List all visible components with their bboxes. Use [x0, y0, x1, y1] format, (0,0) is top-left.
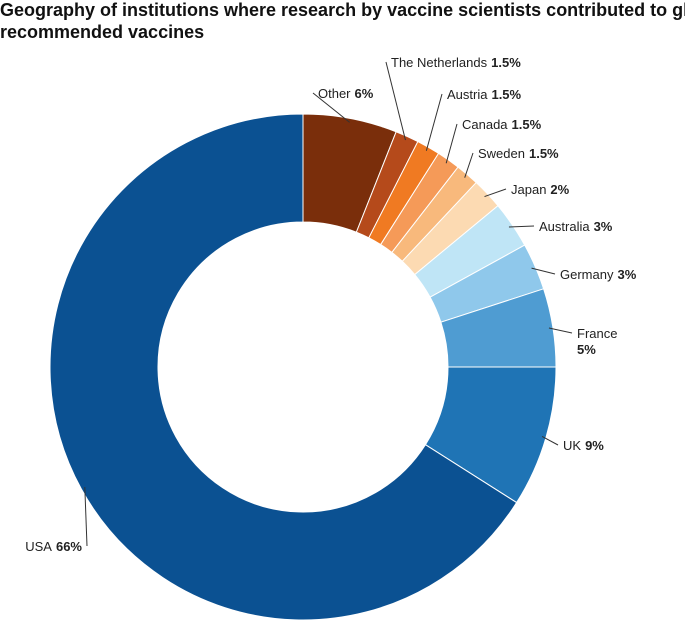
value-label: 2%: [550, 182, 569, 197]
leader-line: [464, 152, 474, 178]
data-label: Australia 3%: [539, 219, 613, 234]
data-label: Other 6%: [318, 86, 374, 101]
leader-line: [484, 188, 507, 198]
category-label: Australia: [539, 219, 590, 234]
value-label: 6%: [355, 86, 374, 101]
data-label: The Netherlands 1.5%: [391, 55, 521, 70]
leader-line: [445, 123, 458, 164]
category-label: Austria: [447, 87, 488, 102]
value-label: 1.5%: [491, 87, 521, 102]
value-label: 66%: [56, 539, 82, 554]
value-label: 1.5%: [491, 55, 521, 70]
leader-line: [425, 93, 443, 151]
leader-line: [531, 267, 556, 275]
value-label: 3%: [617, 267, 636, 282]
category-label: Other: [318, 86, 351, 101]
category-label: Canada: [462, 117, 508, 132]
chart-title: Geography of institutions where research…: [0, 0, 685, 42]
leader-line: [508, 225, 535, 228]
data-label: Japan 2%: [511, 182, 570, 197]
category-label: Germany: [560, 267, 614, 282]
value-label: 9%: [585, 438, 604, 453]
data-label: Austria 1.5%: [447, 87, 522, 102]
value-label: 3%: [594, 219, 613, 234]
category-label: UK: [563, 438, 581, 453]
value-label: 5%: [577, 342, 596, 357]
category-label: The Netherlands: [391, 55, 488, 70]
value-label: 1.5%: [512, 117, 542, 132]
category-label: USA: [25, 539, 52, 554]
leader-line: [312, 92, 350, 123]
value-label: 1.5%: [529, 146, 559, 161]
slice: [49, 113, 518, 621]
data-label: Sweden 1.5%: [478, 146, 559, 161]
leader-line: [541, 436, 559, 446]
leader-line: [84, 486, 88, 547]
data-label: Canada 1.5%: [462, 117, 542, 132]
category-label: Japan: [511, 182, 546, 197]
data-label: UK 9%: [563, 438, 604, 453]
leader-line: [385, 61, 406, 141]
data-label: France 5%: [577, 326, 617, 357]
leader-line: [548, 327, 573, 334]
category-label: France: [577, 326, 617, 341]
category-label: Sweden: [478, 146, 525, 161]
data-label: USA 66%: [25, 539, 82, 554]
data-label: Germany 3%: [560, 267, 637, 282]
